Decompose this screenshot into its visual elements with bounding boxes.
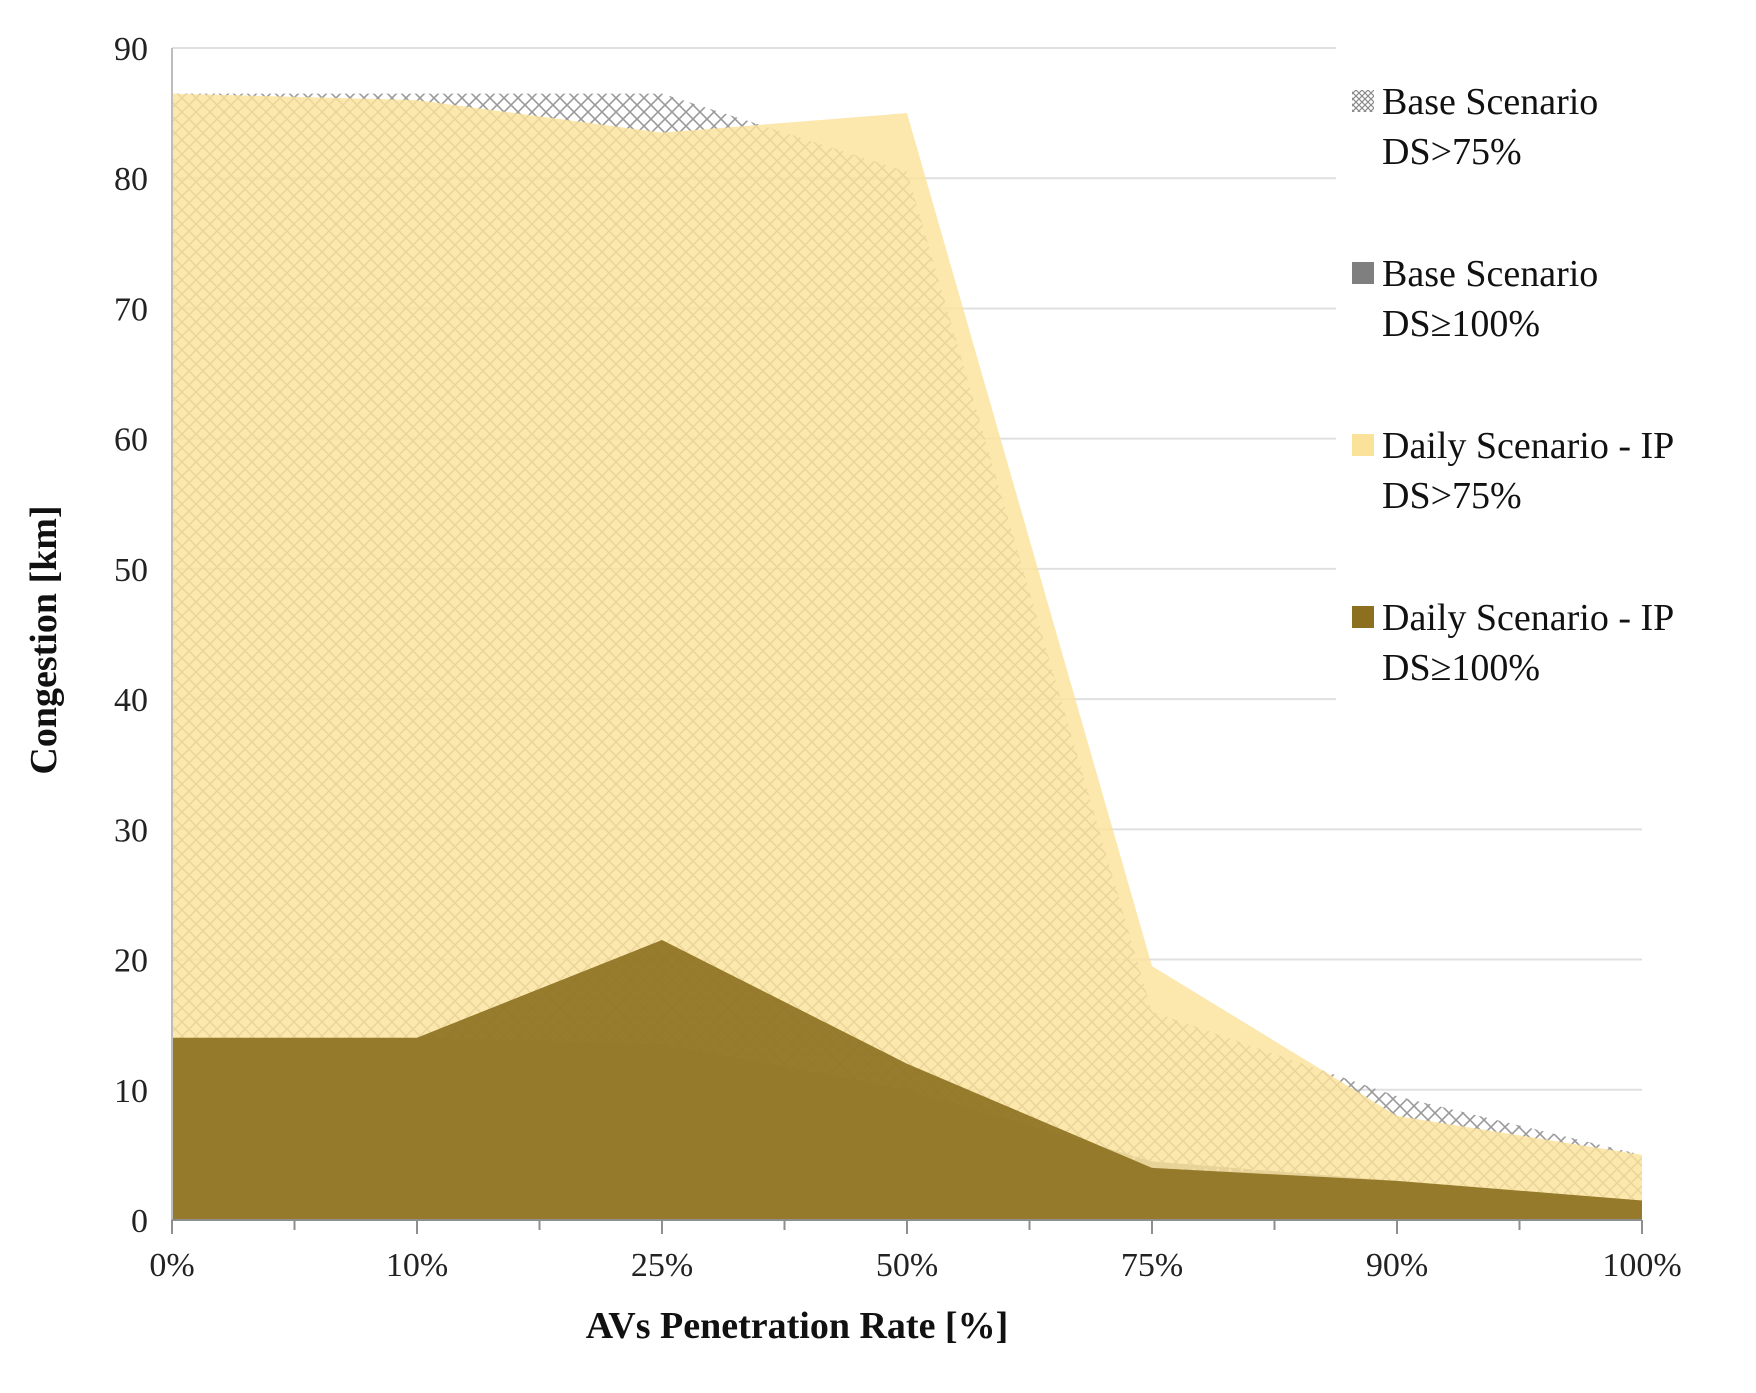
legend-label-2-line-1: Base Scenario bbox=[1382, 253, 1598, 295]
x-tick-label-1: 10% bbox=[386, 1247, 448, 1284]
y-tick-label-20: 20 bbox=[114, 943, 148, 980]
y-tick-label-50: 50 bbox=[114, 552, 148, 589]
y-axis-title: Congestion [km] bbox=[23, 505, 65, 774]
legend-label-1-line-1: Base Scenario bbox=[1382, 81, 1598, 123]
y-tick-label-90: 90 bbox=[114, 31, 148, 68]
x-tick-label-5: 90% bbox=[1366, 1247, 1428, 1284]
x-tick-label-4: 75% bbox=[1121, 1247, 1183, 1284]
y-tick-label-60: 60 bbox=[114, 422, 148, 459]
y-tick-label-30: 30 bbox=[114, 812, 148, 849]
x-axis-title: AVs Penetration Rate [%] bbox=[586, 1305, 1009, 1347]
legend-label-3-line-2: DS>75% bbox=[1382, 475, 1522, 517]
y-tick-label-70: 70 bbox=[114, 291, 148, 328]
legend-label-2-line-2: DS≥100% bbox=[1382, 303, 1540, 345]
legend-swatch-4 bbox=[1352, 606, 1374, 628]
legend-label-4-line-2: DS≥100% bbox=[1382, 647, 1540, 689]
y-tick-label-0: 0 bbox=[131, 1203, 148, 1240]
x-tick-label-2: 25% bbox=[631, 1247, 693, 1284]
y-tick-label-80: 80 bbox=[114, 161, 148, 198]
legend-label-4-line-1: Daily Scenario - IP bbox=[1382, 597, 1674, 639]
y-tick-label-10: 10 bbox=[114, 1073, 148, 1110]
x-tick-label-3: 50% bbox=[876, 1247, 938, 1284]
legend-label-3-line-1: Daily Scenario - IP bbox=[1382, 425, 1674, 467]
legend-swatch-3 bbox=[1352, 434, 1374, 456]
area-series-3 bbox=[172, 93, 1642, 1221]
legend-swatch-1 bbox=[1352, 90, 1374, 112]
x-tick-label-6: 100% bbox=[1602, 1247, 1681, 1284]
x-tick-label-0: 0% bbox=[149, 1247, 194, 1284]
y-tick-label-40: 40 bbox=[114, 682, 148, 719]
legend-label-1-line-2: DS>75% bbox=[1382, 131, 1522, 173]
area-series-4 bbox=[172, 940, 1642, 1220]
legend-swatch-2 bbox=[1352, 262, 1374, 284]
